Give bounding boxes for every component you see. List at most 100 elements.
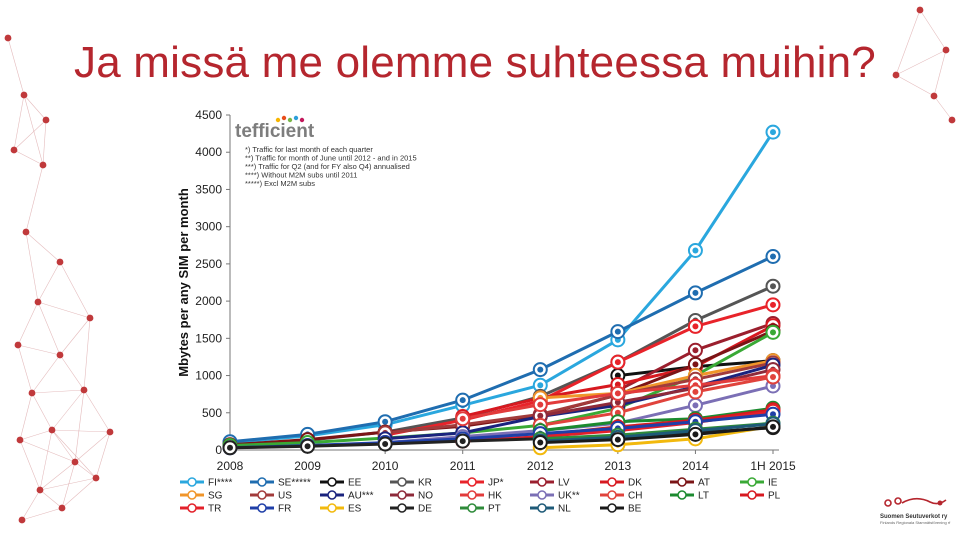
series-line-jp bbox=[384, 303, 774, 437]
x-tick-label: 2011 bbox=[450, 459, 476, 473]
network-line bbox=[61, 461, 76, 509]
network-line bbox=[51, 429, 76, 463]
chart-note: **) Traffic for month of June until 2012… bbox=[245, 154, 417, 163]
legend-label: US bbox=[278, 491, 292, 502]
legend-item: AT bbox=[670, 477, 710, 489]
network-line bbox=[25, 231, 61, 263]
data-point-fi bbox=[532, 377, 548, 393]
legend-label: SG bbox=[208, 491, 223, 502]
legend-item: US bbox=[250, 490, 292, 502]
logo-line2: Finlands Regionala Stamnätsförening rf bbox=[880, 520, 951, 525]
network-line bbox=[933, 95, 953, 121]
data-point-be bbox=[610, 432, 626, 448]
series-line-nl bbox=[540, 422, 774, 443]
network-line bbox=[83, 317, 91, 391]
chart-note: *) Traffic for last month of each quarte… bbox=[245, 145, 373, 154]
network-node bbox=[92, 474, 100, 482]
network-line bbox=[37, 301, 61, 356]
network-node bbox=[4, 34, 12, 42]
brand-dot bbox=[293, 115, 299, 121]
brand-dot bbox=[281, 115, 287, 121]
network-node bbox=[34, 298, 42, 306]
y-tick-label: 1000 bbox=[195, 369, 222, 383]
legend-item: JP* bbox=[460, 477, 504, 489]
network-node bbox=[80, 386, 88, 394]
legend-item: KR bbox=[390, 477, 432, 489]
brand-dot bbox=[287, 117, 293, 123]
legend-item: LV bbox=[530, 477, 570, 489]
data-point-se bbox=[765, 248, 781, 264]
network-node bbox=[18, 516, 26, 524]
slide-title: Ja missä me olemme suhteessa muihin? bbox=[74, 38, 876, 87]
series-line-ch bbox=[540, 375, 774, 427]
network-node bbox=[48, 426, 56, 434]
network-node bbox=[71, 458, 79, 466]
data-point-se bbox=[377, 414, 393, 430]
network-node bbox=[86, 314, 94, 322]
data-point-de bbox=[300, 438, 316, 454]
network-node bbox=[930, 92, 938, 100]
network-line bbox=[895, 49, 947, 76]
y-tick-label: 2500 bbox=[195, 257, 222, 271]
network-line bbox=[13, 94, 25, 151]
chart-note: *****) Excl M2M subs bbox=[245, 179, 315, 188]
network-line bbox=[13, 149, 44, 166]
legend-label: BE bbox=[628, 504, 642, 515]
legend-label: FR bbox=[278, 504, 291, 515]
network-line bbox=[37, 261, 61, 303]
legend-label: TR bbox=[208, 504, 221, 515]
network-line bbox=[83, 389, 111, 433]
data-point-de bbox=[377, 436, 393, 452]
y-tick-label: 0 bbox=[215, 443, 222, 457]
data-point-be bbox=[765, 419, 781, 435]
legend-label: PT bbox=[488, 504, 501, 515]
chart-legend: FI**** SE***** EE KR JP* LV DK AT IE SG US AU*** NO H… bbox=[180, 477, 781, 515]
x-tick-label: 2014 bbox=[682, 459, 709, 473]
network-node bbox=[892, 71, 900, 79]
network-node bbox=[36, 486, 44, 494]
network-line bbox=[31, 392, 53, 431]
network-line bbox=[25, 231, 39, 303]
legend-label: DK bbox=[628, 478, 642, 489]
x-tick-label: 2008 bbox=[217, 459, 244, 473]
network-line bbox=[59, 317, 91, 356]
data-point-hk bbox=[532, 397, 548, 413]
legend-item: FI**** bbox=[180, 477, 233, 489]
y-tick-label: 1500 bbox=[195, 331, 222, 345]
data-point-se bbox=[455, 392, 471, 408]
legend-item: ES bbox=[320, 503, 362, 515]
series-line-us bbox=[384, 361, 774, 435]
legend-label: HK bbox=[488, 491, 502, 502]
legend-label: KR bbox=[418, 478, 432, 489]
network-node bbox=[58, 504, 66, 512]
network-line bbox=[19, 392, 33, 441]
legend-item: CH bbox=[600, 490, 642, 502]
y-tick-label: 3000 bbox=[195, 220, 222, 234]
network-node bbox=[42, 116, 50, 124]
network-node bbox=[28, 389, 36, 397]
network-line bbox=[74, 389, 85, 463]
network-line bbox=[895, 74, 935, 97]
legend-item: PL bbox=[740, 490, 781, 502]
legend-item: LT bbox=[670, 490, 709, 502]
data-point-se bbox=[610, 324, 626, 340]
network-line bbox=[51, 429, 111, 433]
network-line bbox=[59, 261, 91, 319]
legend-label: NL bbox=[558, 504, 571, 515]
network-line bbox=[74, 431, 111, 463]
data-point-hk bbox=[455, 411, 471, 427]
legend-item: HK bbox=[460, 490, 502, 502]
network-node bbox=[14, 341, 22, 349]
legend-item: FR bbox=[250, 503, 291, 515]
network-line bbox=[59, 354, 85, 391]
network-line bbox=[31, 389, 85, 394]
network-node bbox=[56, 351, 64, 359]
data-point-fi bbox=[765, 124, 781, 140]
legend-item: NL bbox=[530, 503, 571, 515]
network-line bbox=[23, 94, 47, 121]
data-point-fi bbox=[687, 242, 703, 258]
network-node bbox=[56, 258, 64, 266]
y-tick-label: 500 bbox=[202, 406, 222, 420]
